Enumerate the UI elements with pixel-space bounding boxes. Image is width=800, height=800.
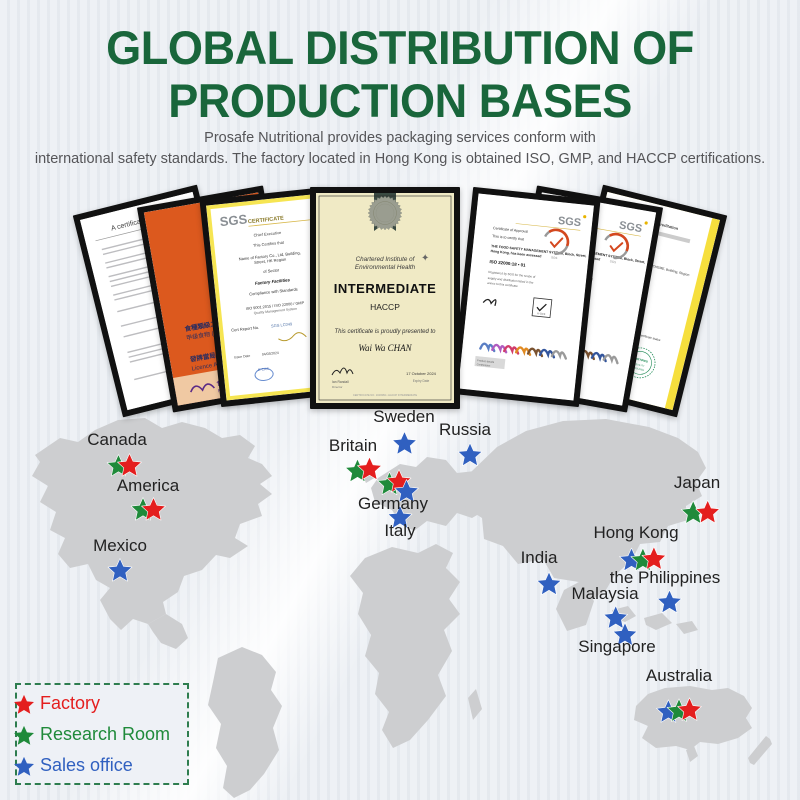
- svg-text:Australia: Australia: [646, 666, 713, 685]
- svg-text:Singapore: Singapore: [578, 637, 656, 656]
- svg-text:Mexico: Mexico: [93, 536, 147, 555]
- svg-text:Hong Kong: Hong Kong: [593, 523, 678, 542]
- svg-text:Sweden: Sweden: [373, 407, 434, 426]
- svg-text:Britain: Britain: [329, 436, 377, 455]
- svg-text:Environmental Health: Environmental Health: [355, 264, 416, 271]
- svg-text:HACCP: HACCP: [370, 302, 400, 312]
- svg-text:17 October 2024: 17 October 2024: [406, 371, 437, 376]
- svg-text:Chartered Institute of: Chartered Institute of: [356, 256, 416, 263]
- svg-text:INTERMEDIATE: INTERMEDIATE: [334, 281, 437, 296]
- svg-text:Germany: Germany: [358, 494, 428, 513]
- svg-text:Expiry Date: Expiry Date: [413, 379, 430, 383]
- svg-text:Malaysia: Malaysia: [571, 584, 639, 603]
- svg-text:Wai Wa CHAN: Wai Wa CHAN: [358, 343, 412, 353]
- svg-text:Director: Director: [332, 385, 343, 389]
- svg-text:Ian Randall: Ian Randall: [332, 380, 349, 384]
- svg-text:CERTIFICATE NO. 1029384 • HACC: CERTIFICATE NO. 1029384 • HACCP INTERMED…: [353, 393, 417, 397]
- svg-text:SGS: SGS: [557, 215, 581, 229]
- svg-text:India: India: [521, 548, 558, 567]
- svg-text:✦: ✦: [421, 253, 429, 264]
- svg-text:America: America: [117, 476, 180, 495]
- svg-text:SGS: SGS: [219, 211, 248, 229]
- svg-text:SGS: SGS: [551, 255, 558, 260]
- svg-text:Russia: Russia: [439, 420, 492, 439]
- svg-text:Japan: Japan: [674, 473, 720, 492]
- svg-text:Canada: Canada: [87, 430, 147, 449]
- svg-text:Italy: Italy: [384, 521, 416, 540]
- svg-text:This certificate is proudly pr: This certificate is proudly presented to: [334, 329, 436, 335]
